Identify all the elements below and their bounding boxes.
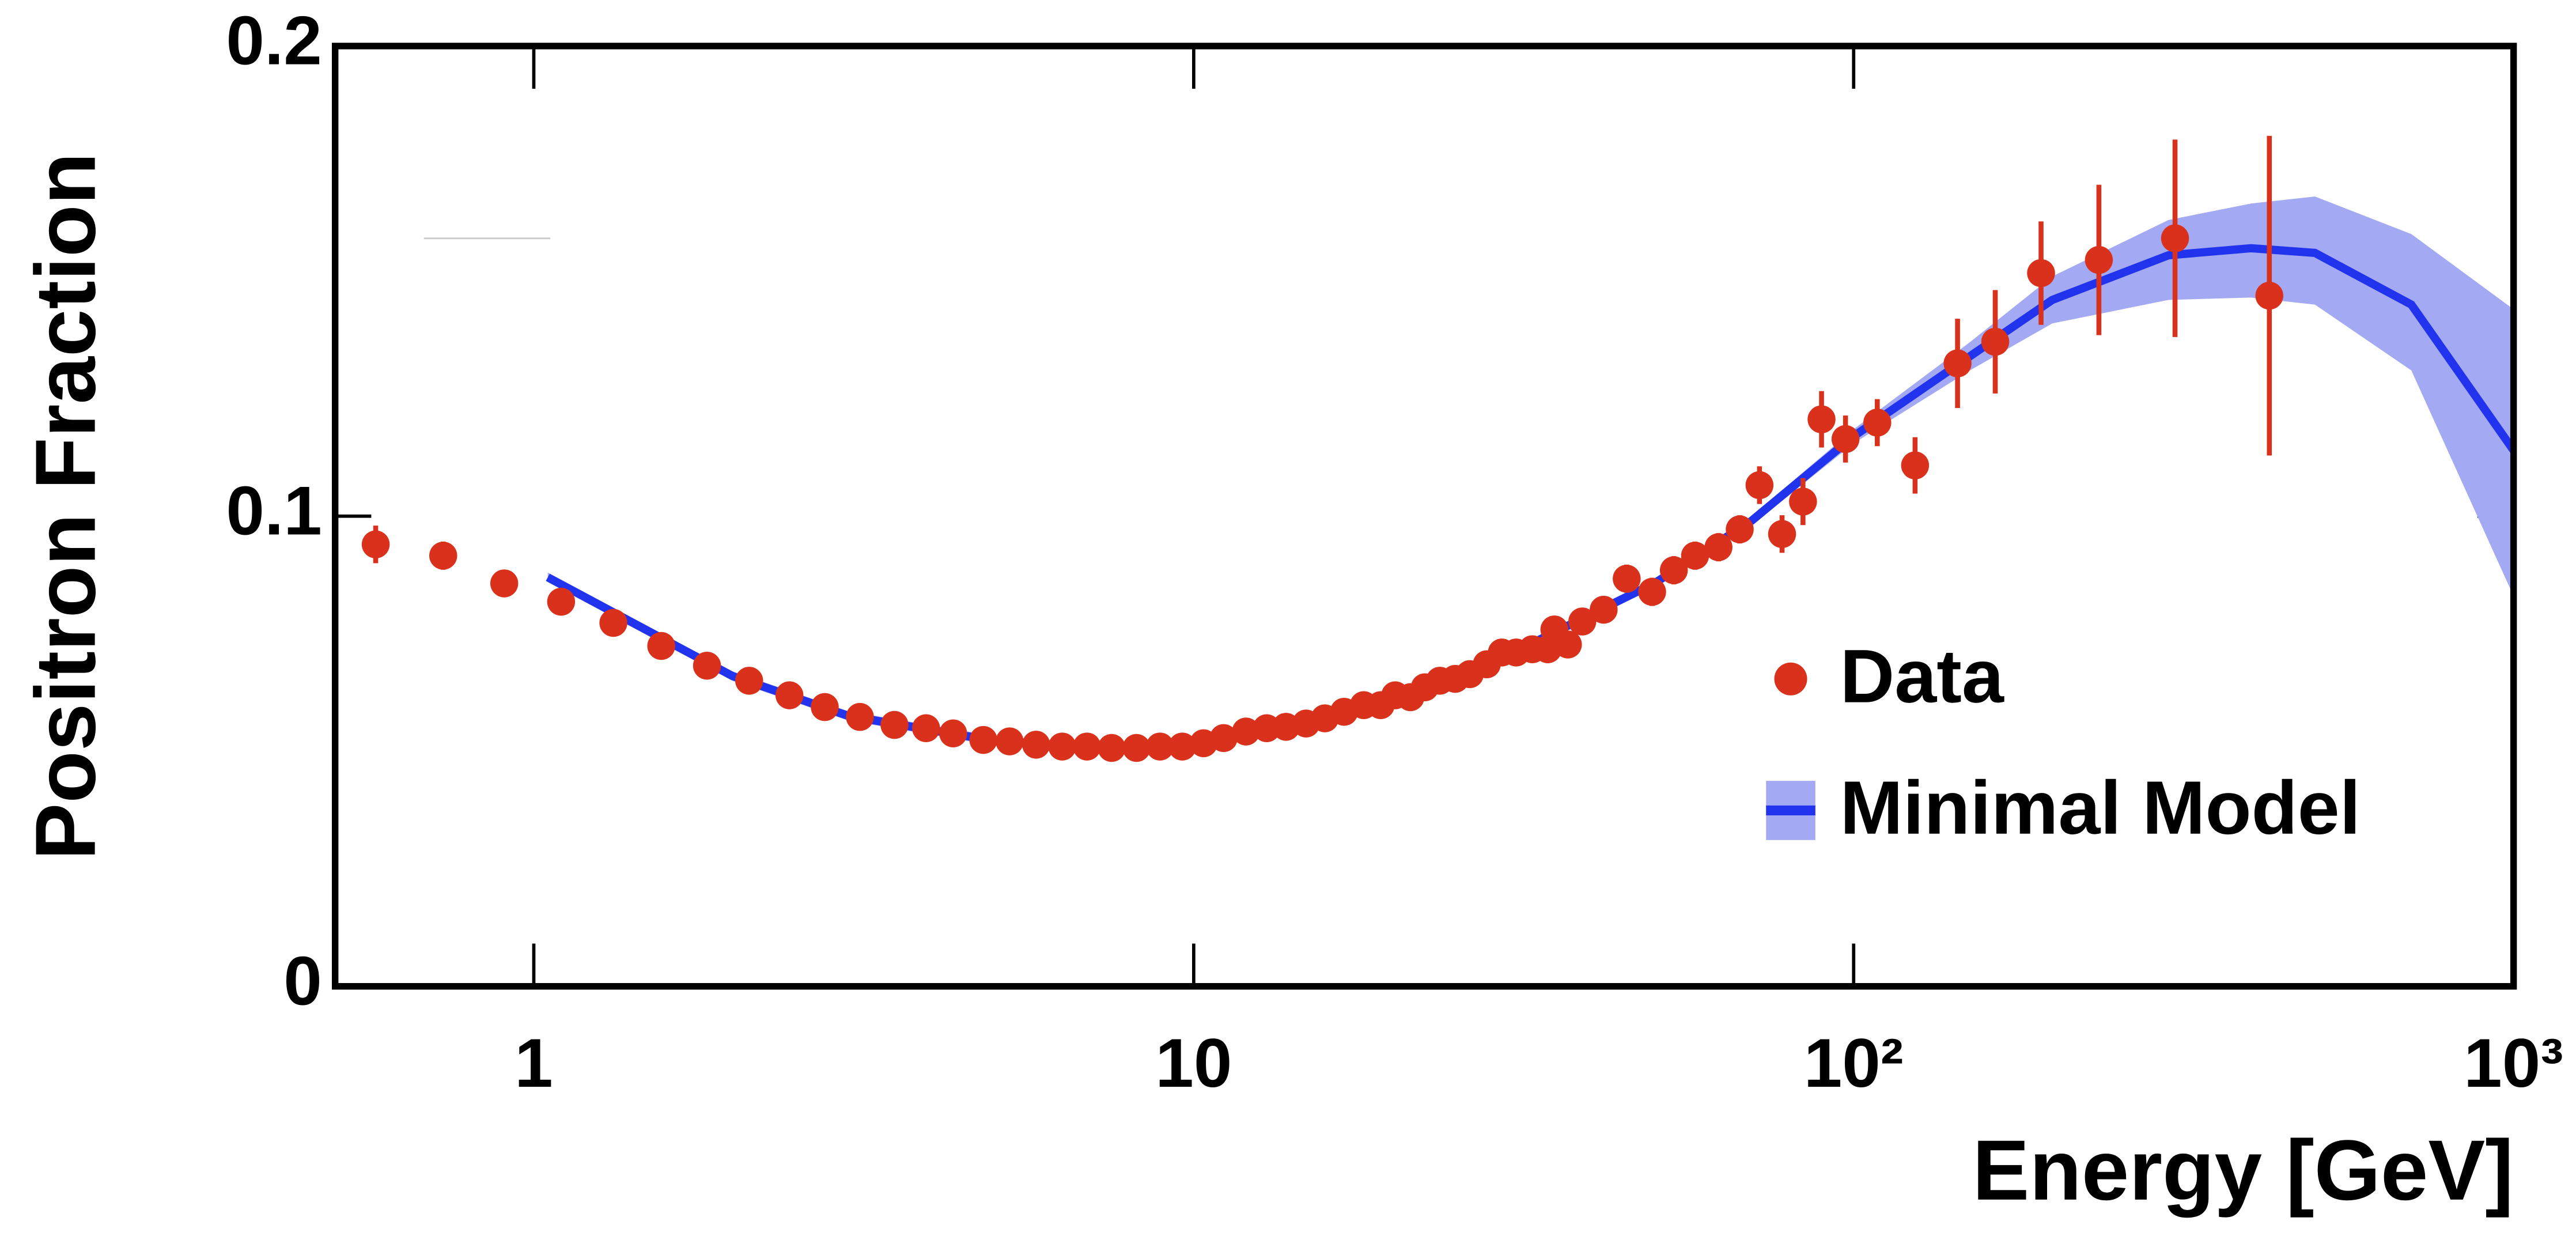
data-point [1768, 520, 1796, 549]
data-point [2255, 281, 2283, 310]
plot-frame [331, 43, 2517, 990]
data-point [1807, 405, 1836, 433]
data-point [1022, 731, 1050, 759]
data-point [1232, 717, 1260, 746]
data-point [1209, 724, 1238, 753]
data-point [1789, 487, 1817, 516]
x-tick-label: 10² [1804, 1025, 1904, 1102]
data-point [1590, 595, 1618, 624]
data-point [2027, 259, 2055, 288]
legend-marker [1774, 662, 1807, 696]
data-point [1704, 533, 1733, 561]
data-point [1098, 734, 1126, 762]
data-point [912, 714, 940, 743]
data-point [1726, 515, 1754, 543]
data-point [939, 719, 967, 747]
data-point [1168, 732, 1197, 761]
model-line [546, 244, 2517, 752]
data-point [1659, 556, 1688, 584]
data-point [1554, 630, 1582, 659]
data-point [490, 569, 519, 598]
legend-label: Minimal Model [1840, 765, 2361, 850]
data-point [1146, 732, 1174, 761]
data-point [2085, 245, 2113, 274]
y-tick-label: 0 [283, 943, 322, 1019]
data-point [1831, 425, 1860, 453]
x-axis-label: Energy [GeV] [1972, 1123, 2513, 1218]
data-point [547, 588, 576, 616]
data-point [1638, 577, 1666, 606]
data-point [2161, 224, 2189, 252]
data-point [1901, 451, 1930, 479]
legend-label: Data [1840, 634, 2004, 719]
y-tick-label: 0.1 [226, 473, 321, 549]
data-point [1745, 471, 1774, 500]
data-point [1613, 565, 1641, 593]
data-point [846, 702, 874, 731]
data-point [811, 693, 839, 721]
data-point [1981, 327, 2010, 356]
data-point [1568, 607, 1597, 636]
data-point [1681, 542, 1709, 570]
x-tick-label: 10 [1155, 1025, 1232, 1102]
data-point [647, 632, 675, 660]
data-point [599, 609, 627, 637]
x-tick-label: 1 [515, 1025, 553, 1102]
data-point [1073, 732, 1101, 761]
data-point [735, 667, 763, 695]
data-point [361, 530, 390, 558]
data-point [775, 681, 804, 709]
data-point [1943, 349, 1972, 377]
data-point [1863, 409, 1892, 437]
model-band [547, 196, 2514, 753]
data-point [880, 710, 909, 739]
data-point [1048, 732, 1076, 761]
y-axis-label: Positron Fraction [18, 153, 114, 860]
data-point [693, 651, 721, 680]
data-point [969, 725, 998, 754]
x-tick-label: 10³ [2464, 1025, 2563, 1102]
y-tick-label: 0.2 [226, 3, 321, 80]
data-point [996, 727, 1024, 755]
data-point [429, 542, 457, 570]
data-point [1122, 734, 1151, 762]
